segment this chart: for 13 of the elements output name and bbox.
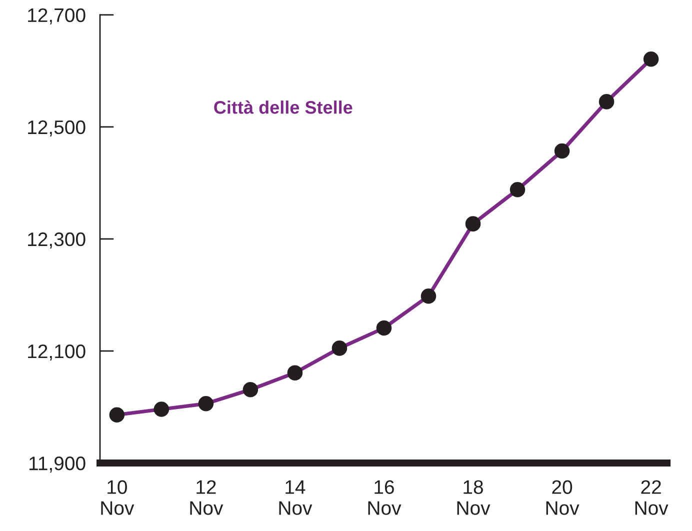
x-tick-label: 16 Nov	[368, 480, 402, 515]
x-tick-label: 12 Nov	[190, 480, 224, 515]
x-tick-label: 22 Nov	[635, 480, 668, 515]
y-tick-label: 11,900	[30, 456, 86, 473]
x-tick-label: 18 Nov	[457, 480, 490, 515]
x-tick-label: 14 Nov	[279, 480, 312, 515]
text: Città delle Stelle	[214, 100, 352, 114]
y-tick-label: 12,500	[28, 120, 86, 136]
y-tick-label: 12,300	[28, 232, 86, 248]
y-tick-label: 12,700	[28, 8, 86, 24]
y-tick-label: 12,100	[28, 344, 86, 361]
x-tick-label: 20 Nov	[546, 480, 580, 515]
x-tick-label: 10 Nov	[101, 480, 134, 515]
